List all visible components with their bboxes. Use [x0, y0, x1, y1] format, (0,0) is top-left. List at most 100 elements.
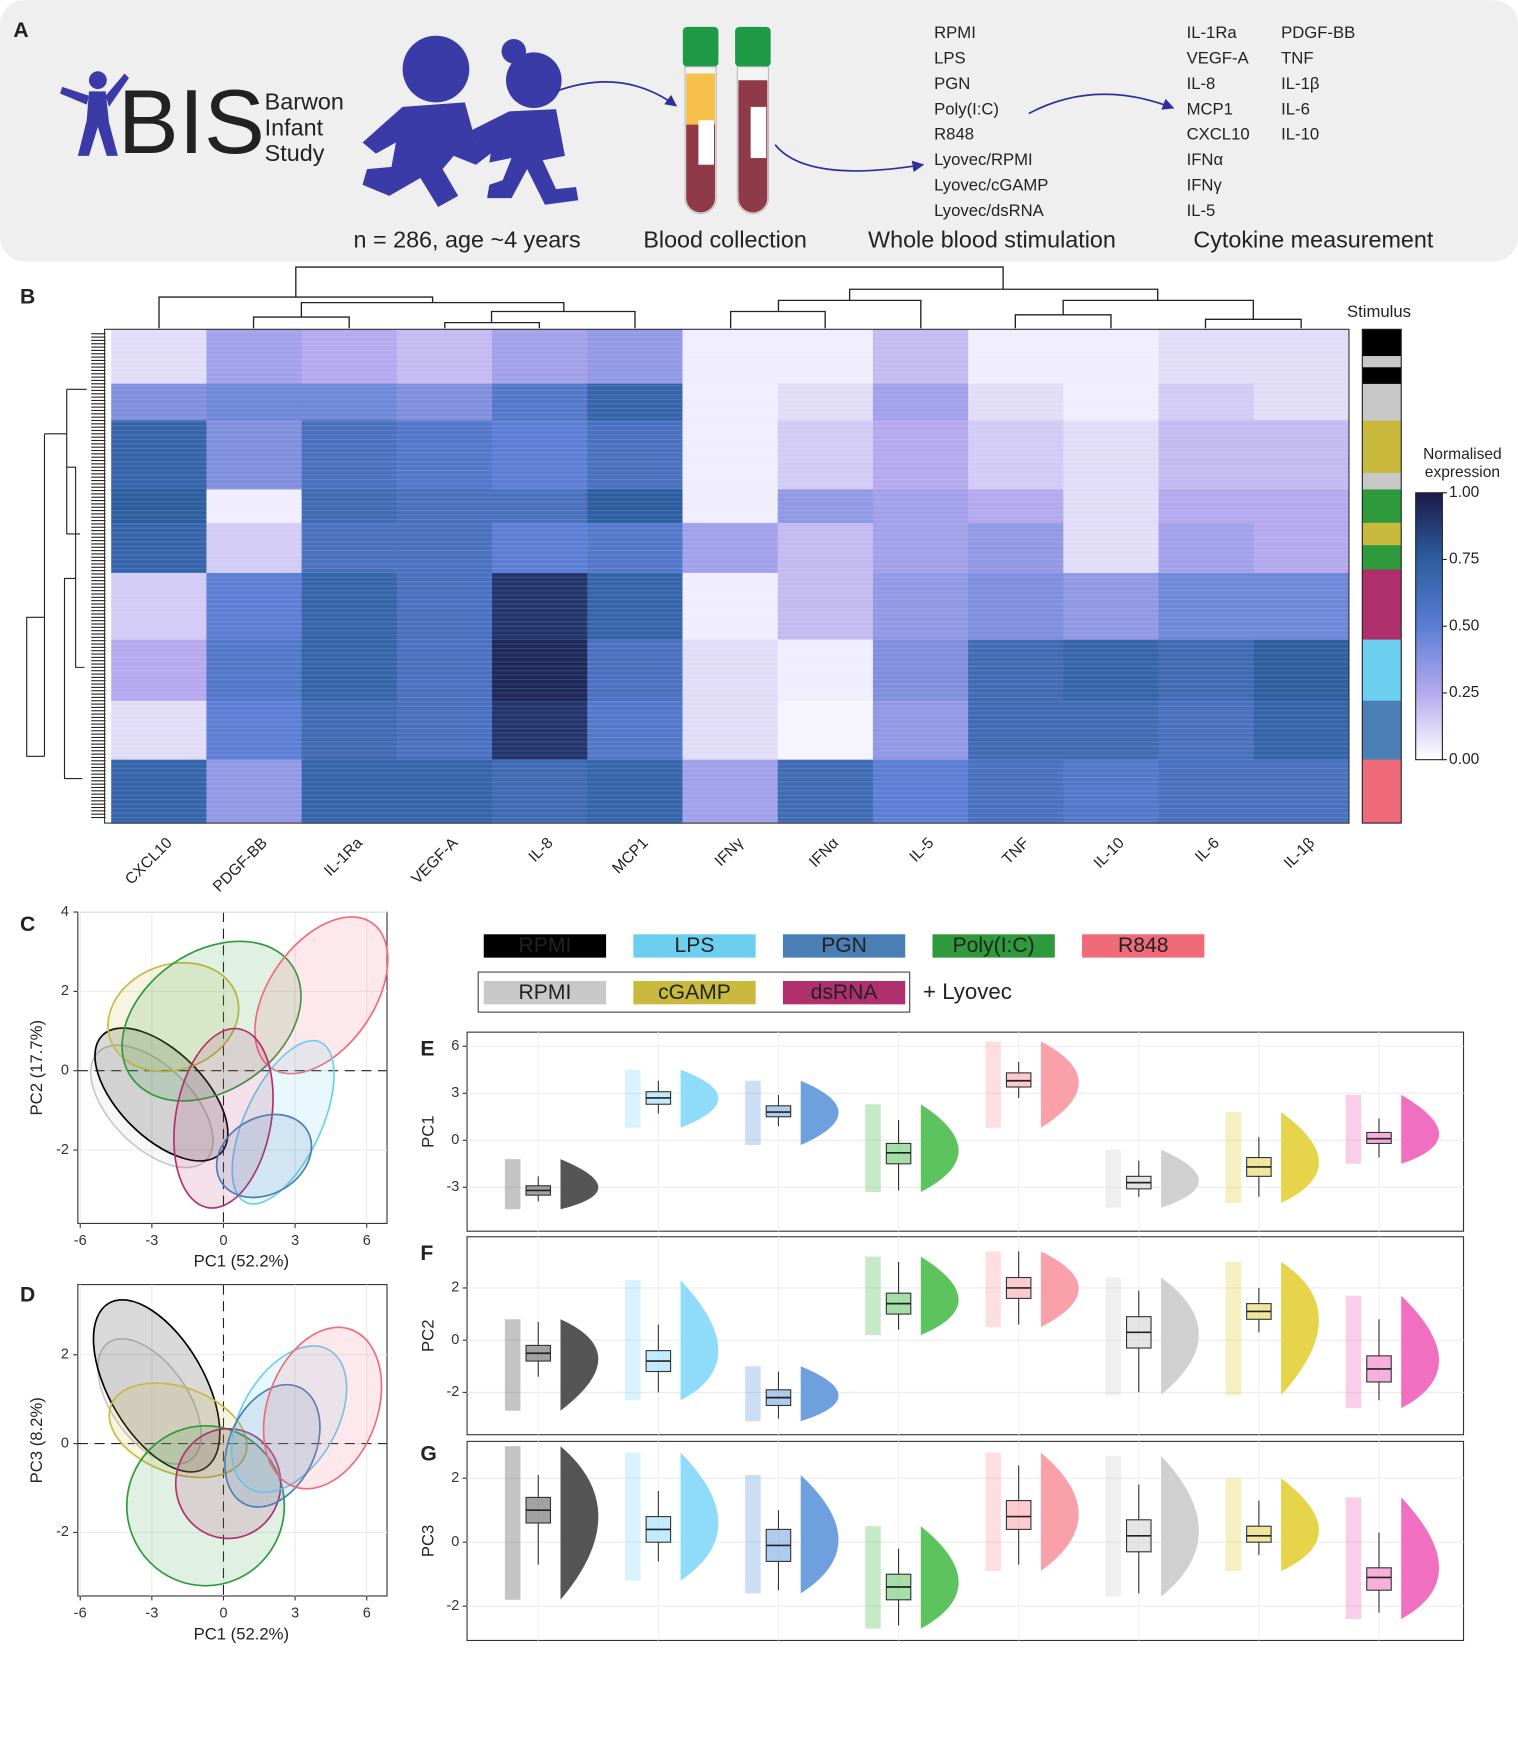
heatmap-cell [777, 759, 874, 824]
heatmap-cell [968, 522, 1064, 574]
legend-swatch [633, 934, 756, 958]
x-tick-label: -3 [145, 1233, 158, 1249]
heatmap-cell [206, 489, 303, 524]
legend-label: Poly(I:C) [953, 934, 1035, 957]
panel-label: F [420, 1242, 433, 1265]
heatmap-cell [301, 420, 398, 490]
heatmap-cell [111, 383, 207, 421]
cytokine: PDGF-BB [1281, 23, 1355, 42]
half-violin [1040, 1452, 1079, 1572]
y-tick-label: 2 [451, 1470, 459, 1486]
legend-label: cGAMP [658, 981, 731, 1004]
point-strip [985, 1251, 1001, 1328]
legend-label: RPMI [519, 981, 572, 1004]
legend-label: dsRNA [811, 981, 879, 1004]
heatmap-cell [682, 700, 779, 761]
y-tick-label: -2 [446, 1384, 459, 1400]
heatmap-cell [206, 639, 303, 702]
half-violin [1040, 1251, 1079, 1328]
row-dendrogram [26, 333, 106, 819]
heatmap-cell [968, 329, 1064, 385]
dendro-branch [1062, 299, 1254, 320]
heatmap-cell [206, 420, 303, 490]
child-head [506, 52, 562, 108]
y-axis-label: PC2 [419, 1320, 438, 1352]
colorbar [1415, 492, 1443, 761]
dendro-branch [300, 301, 565, 318]
y-tick-label: -3 [446, 1179, 459, 1195]
heatmap-cell [206, 759, 303, 824]
y-tick-label: 2 [61, 983, 69, 999]
column-label: IL-10 [1091, 834, 1128, 871]
half-violin [1401, 1497, 1440, 1620]
logo-word: Study [265, 140, 325, 166]
colorbar-tick-label: 0.50 [1449, 617, 1480, 634]
half-violin [1281, 1478, 1319, 1572]
legend-swatch [483, 934, 607, 958]
heatmap-cell [968, 759, 1064, 824]
point-strip [504, 1446, 521, 1600]
point-strip [1345, 1497, 1362, 1620]
legend-swatch [483, 980, 607, 1005]
y-tick-label: 4 [61, 904, 69, 920]
stimulus-band [1362, 489, 1402, 524]
caption: Cytokine measurement [1193, 227, 1434, 253]
group-ellipse [173, 1027, 274, 1209]
x-tick-label: 3 [291, 1233, 299, 1249]
column-label: IFNα [806, 835, 842, 871]
legend-label: RPMI [519, 934, 572, 957]
heatmap-cell [301, 522, 398, 574]
heatmap-cell [777, 572, 874, 641]
heatmap-cell [396, 700, 493, 761]
x-tick-label: 0 [219, 1606, 227, 1622]
stimulus-band [1362, 545, 1402, 570]
half-violin [1161, 1277, 1199, 1396]
heatmap-cell [1063, 383, 1160, 421]
half-violin [560, 1319, 599, 1411]
legend-swatch [1082, 934, 1205, 958]
point-strip [624, 1452, 641, 1581]
heatmap-cell [587, 759, 684, 824]
column-dendrogram [158, 266, 1302, 329]
y-tick-label: 3 [451, 1085, 459, 1101]
stimulus-band [1362, 356, 1402, 368]
heatmap-cell [777, 522, 874, 574]
box [1366, 1567, 1392, 1591]
heatmap-cell [587, 572, 684, 641]
group-ellipse [230, 1345, 348, 1494]
heatmap-cell [492, 383, 588, 421]
heatmap-cell [968, 700, 1064, 761]
logo-body [60, 73, 130, 156]
stimulus: R848 [934, 125, 974, 144]
heatmap-cell [682, 522, 779, 574]
cytokine: IL-8 [1187, 74, 1216, 93]
heatmap-cell [396, 522, 493, 574]
heatmap-cell [1063, 420, 1160, 490]
heatmap-cell [872, 759, 969, 824]
group-ellipse [224, 1383, 321, 1508]
half-violin [800, 1080, 839, 1145]
point-strip [1345, 1295, 1362, 1409]
point-strip [865, 1526, 881, 1629]
heatmap-cell [587, 329, 684, 385]
x-tick-label: -6 [74, 1606, 87, 1622]
arrows [555, 81, 1175, 173]
point-strip [745, 1080, 761, 1145]
heatmap-cell [1253, 522, 1350, 574]
heatmap-cell [1158, 329, 1255, 385]
heatmap-cell [872, 700, 969, 761]
heatmap-cell [777, 383, 874, 421]
cytokine: TNF [1281, 48, 1313, 67]
group-ellipse [254, 916, 389, 1075]
heatmap-cell [1158, 759, 1255, 824]
panel-label: A [13, 19, 28, 42]
tube-label [698, 120, 714, 165]
y-axis-label: PC1 [419, 1115, 438, 1147]
heatmap-cell [777, 489, 874, 524]
dendro-branch [252, 316, 350, 329]
dendro-branch [729, 310, 826, 329]
heatmap-cell [872, 522, 969, 574]
cytokine: IFNα [1187, 150, 1224, 169]
stimulus: Lyovec/dsRNA [934, 201, 1045, 220]
half-violin [680, 1069, 719, 1128]
